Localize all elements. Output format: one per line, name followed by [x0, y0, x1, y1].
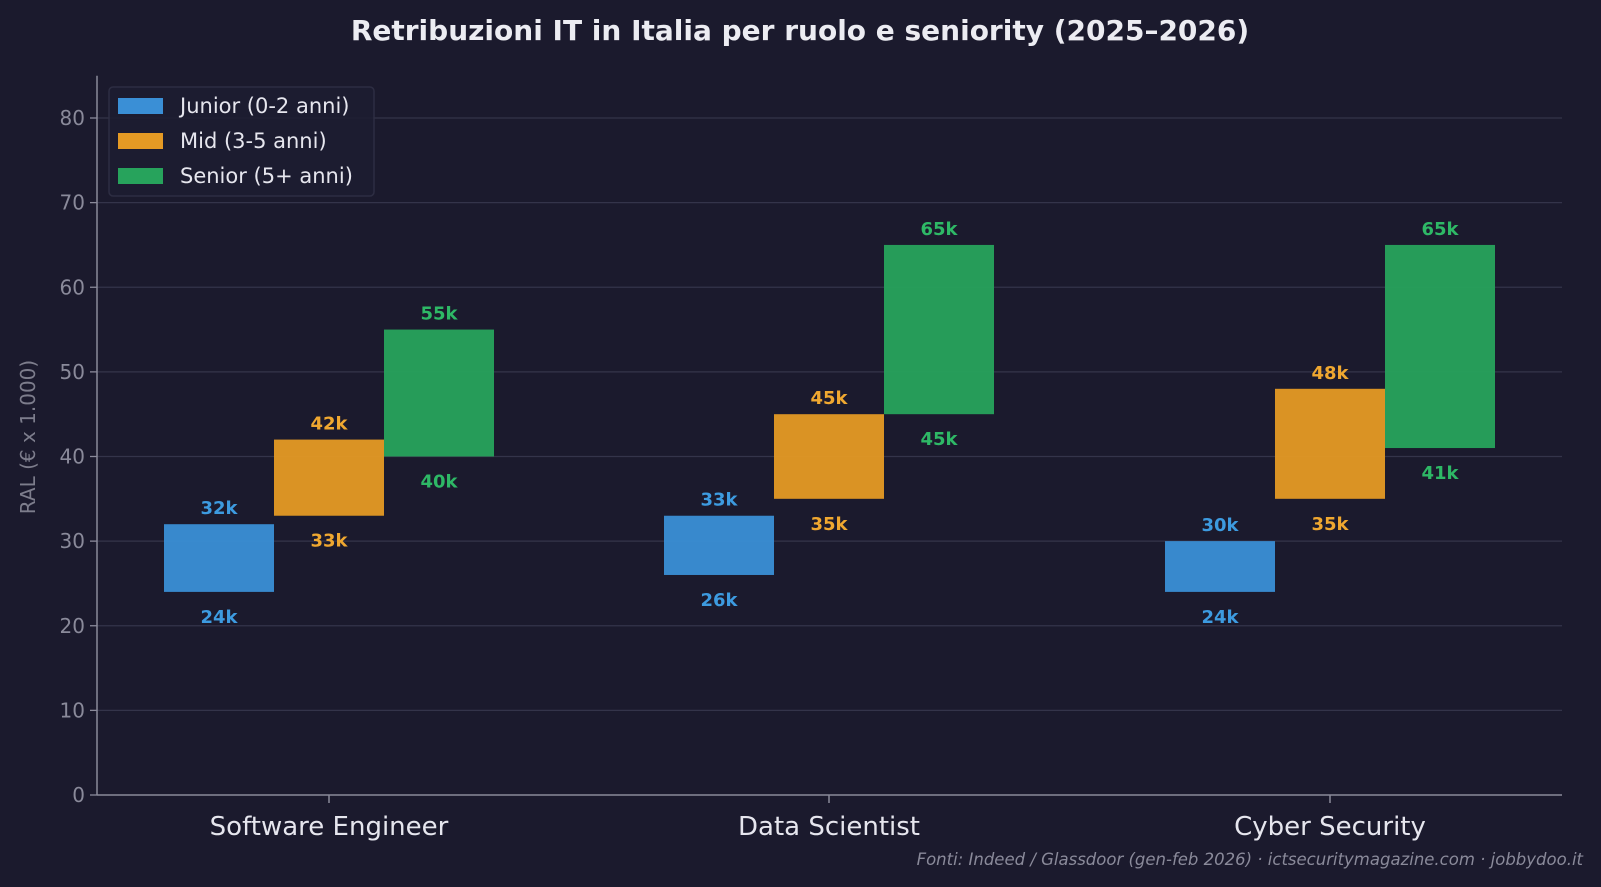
y-tick-label: 60: [60, 275, 85, 299]
x-tick-label: Data Scientist: [738, 812, 920, 842]
y-tick-label: 0: [72, 783, 85, 807]
y-tick-label: 30: [60, 529, 85, 553]
x-tick-label: Cyber Security: [1234, 812, 1426, 842]
bar-senior: [384, 329, 494, 457]
bar-mid: [1275, 388, 1385, 499]
bar-low-label: 40k: [420, 472, 458, 493]
legend: Junior (0-2 anni) Mid (3-5 anni) Senior (5…: [108, 86, 375, 197]
y-tick-label: 20: [60, 614, 85, 638]
bar-junior: [164, 524, 274, 592]
bar-high-label: 48k: [1311, 363, 1349, 384]
y-tick-label: 10: [60, 698, 85, 722]
bar-low-label: 24k: [1201, 607, 1239, 628]
legend-entry: Mid (3-5 anni): [180, 129, 327, 153]
bar-mid: [274, 439, 384, 516]
bar-high-label: 33k: [700, 490, 738, 511]
x-tick-label: Software Engineer: [210, 812, 449, 842]
legend-entry: Senior (5+ anni): [180, 164, 353, 188]
bar-low-label: 33k: [310, 531, 348, 552]
bar-junior: [664, 515, 774, 575]
y-tick-label: 70: [60, 191, 85, 215]
bar-high-label: 32k: [200, 498, 238, 519]
y-tick-label: 50: [60, 360, 85, 384]
bar-high-label: 42k: [310, 414, 348, 435]
bar-junior: [1165, 541, 1275, 592]
y-axis-label: RAL (€ x 1.000): [16, 360, 40, 514]
bar-low-label: 45k: [920, 429, 958, 450]
bar-high-label: 55k: [420, 304, 458, 325]
legend-swatch: [118, 168, 163, 184]
bar-high-label: 65k: [920, 219, 958, 240]
bars: 32k 24k 42k 33k 55k 40k 33k 26k 45k 35k 65k 45k 30k 2…: [164, 219, 1495, 628]
bar-senior: [884, 244, 994, 415]
bar-low-label: 26k: [700, 590, 738, 611]
bar-high-label: 30k: [1201, 515, 1239, 536]
legend-swatch: [118, 133, 163, 149]
legend-swatch: [118, 98, 163, 114]
bar-high-label: 45k: [810, 388, 848, 409]
y-tick-label: 40: [60, 445, 85, 469]
legend-entry: Junior (0-2 anni): [178, 94, 350, 118]
bar-low-label: 41k: [1421, 463, 1459, 484]
axes: 0 10 20 30 40 50 60 70 80 Software Engineer Data S…: [60, 75, 1562, 842]
bar-senior: [1385, 244, 1495, 449]
bar-low-label: 35k: [810, 514, 848, 535]
bar-low-label: 24k: [200, 607, 238, 628]
bar-low-label: 35k: [1311, 514, 1349, 535]
bar-mid: [774, 414, 884, 499]
chart-title: Retribuzioni IT in Italia per ruolo e se…: [351, 14, 1249, 47]
y-tick-label: 80: [60, 106, 85, 130]
bar-high-label: 65k: [1421, 219, 1459, 240]
footnote: Fonti: Indeed / Glassdoor (gen-feb 2026)…: [917, 850, 1584, 869]
legend-box: [108, 86, 375, 197]
